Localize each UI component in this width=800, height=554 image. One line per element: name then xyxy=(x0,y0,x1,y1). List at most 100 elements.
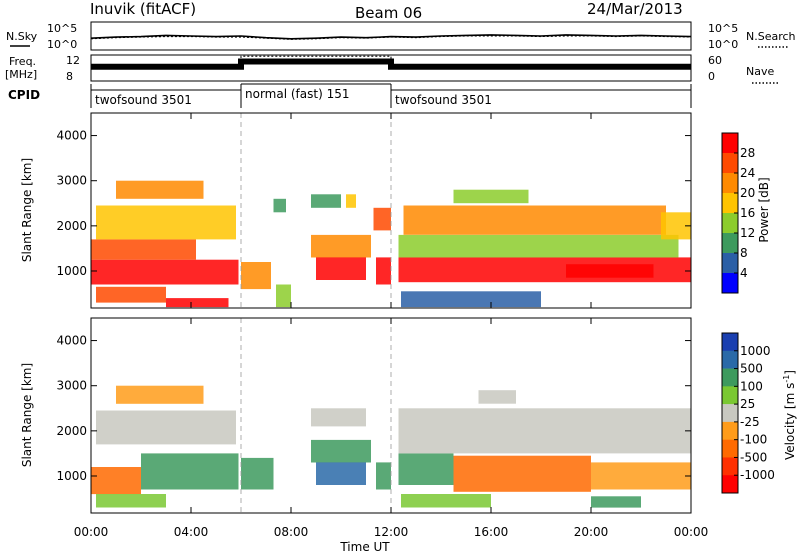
freq-ytick-right-bottom: 0 xyxy=(708,70,715,83)
scatter-region xyxy=(311,439,371,463)
freq-ytick-left-top: 12 xyxy=(66,54,80,67)
colorbar-swatch xyxy=(722,173,738,194)
colorbar-tick-label: 24 xyxy=(740,166,755,180)
xtick-label: 20:00 xyxy=(574,525,609,539)
scatter-region xyxy=(96,286,166,303)
scatter-region xyxy=(96,205,236,240)
xtick-label: 00:00 xyxy=(674,525,709,539)
colorbar-swatch xyxy=(722,368,738,387)
scatter-region xyxy=(398,234,679,258)
station-title: Inuvik (fitACF) xyxy=(90,0,196,18)
colorbar-tick-label: 1000 xyxy=(740,344,771,358)
scatter-region xyxy=(403,205,666,235)
colorbar-tick-label: 25 xyxy=(740,397,755,411)
colorbar-swatch xyxy=(722,153,738,174)
colorbar-swatch xyxy=(722,421,738,440)
noise-panel: N.Sky 10^5 10^0 10^5 10^0 N.Search xyxy=(6,21,796,51)
cpid-panel: CPID twofsound 3501 normal (fast) 151 twof… xyxy=(8,83,692,108)
ytick-label: 3000 xyxy=(56,174,87,188)
ytick-label: 1000 xyxy=(56,264,87,278)
cpid-segment-label: twofsound 3501 xyxy=(395,93,492,107)
colorbar-tick-label: 16 xyxy=(740,206,755,220)
velocity-panel: Slant Range [km] 1000 2000 3000 4000 00:00 0… xyxy=(20,317,797,554)
scatter-region xyxy=(311,234,371,258)
velocity-colorbar-label-sup: -1 xyxy=(782,375,791,383)
noise-ytick-right-top: 10^5 xyxy=(708,22,738,35)
colorbar-tick-label: 20 xyxy=(740,186,755,200)
scatter-region xyxy=(241,457,274,490)
scatter-region xyxy=(478,390,516,404)
scatter-region xyxy=(591,496,641,508)
colorbar-swatch xyxy=(722,273,738,294)
scatter-region xyxy=(373,207,391,231)
colorbar-frame xyxy=(721,332,739,494)
velocity-colorbar-label-end: ] xyxy=(783,370,797,375)
power-ylabel: Slant Range [km] xyxy=(20,158,34,262)
scatter-region xyxy=(316,462,366,485)
cpid-segment-label: normal (fast) 151 xyxy=(245,87,349,101)
scatter-region xyxy=(453,455,591,492)
colorbar-swatch xyxy=(722,439,738,458)
scatter-region xyxy=(311,408,366,427)
freq-series xyxy=(91,58,691,70)
freq-left-unit: [MHz] xyxy=(5,68,37,81)
velocity-colorbar-label: Velocity [m s-1] xyxy=(782,370,797,460)
cpid-label: CPID xyxy=(8,88,40,102)
freq-ytick-right-top: 60 xyxy=(708,54,722,67)
colorbar-swatch xyxy=(722,133,738,154)
ytick-label: 4000 xyxy=(56,334,87,348)
scatter-region xyxy=(276,284,291,308)
cpid-segment-label: twofsound 3501 xyxy=(95,93,192,107)
freq-ytick-left-bottom: 8 xyxy=(66,70,73,83)
colorbar-tick-label: -25 xyxy=(740,415,760,429)
freq-right-label: Nave xyxy=(746,65,774,78)
velocity-xlabel: Time UT xyxy=(339,540,390,554)
noise-ytick-left-top: 10^5 xyxy=(47,22,77,35)
noise-right-label: N.Search xyxy=(746,30,796,43)
colorbar-swatch xyxy=(722,475,738,494)
date-title: 24/Mar/2013 xyxy=(587,0,683,18)
colorbar-tick-label: 500 xyxy=(740,362,763,376)
scatter-region xyxy=(166,298,229,308)
velocity-ylabel: Slant Range [km] xyxy=(20,363,34,467)
scatter-region xyxy=(566,264,654,278)
scatter-region xyxy=(116,385,204,404)
scatter-region xyxy=(401,494,491,508)
xtick-label: 00:00 xyxy=(74,525,109,539)
colorbar-tick-label: 12 xyxy=(740,226,755,240)
scatter-region xyxy=(311,194,341,208)
xtick-label: 16:00 xyxy=(474,525,509,539)
colorbar-tick-label: 4 xyxy=(740,266,748,280)
scatter-region xyxy=(273,198,286,213)
colorbar-tick-label: 100 xyxy=(740,379,763,393)
xtick-label: 08:00 xyxy=(274,525,309,539)
scatter-region xyxy=(141,453,239,490)
scatter-region xyxy=(398,453,454,485)
colorbar-swatch xyxy=(722,386,738,405)
noise-left-label: N.Sky xyxy=(6,30,38,43)
scatter-region xyxy=(453,189,529,204)
scatter-region xyxy=(398,408,691,454)
colorbar-tick-label: 8 xyxy=(740,246,748,260)
scatter-region xyxy=(96,410,236,445)
scatter-region xyxy=(116,180,204,199)
noise-ytick-right-bottom: 10^0 xyxy=(708,38,738,51)
freq-left-label: Freq. xyxy=(9,55,36,68)
scatter-region xyxy=(376,462,391,490)
scatter-region xyxy=(316,257,366,280)
ytick-label: 3000 xyxy=(56,379,87,393)
scatter-region xyxy=(91,467,141,495)
scatter-region xyxy=(91,259,239,285)
colorbar-swatch xyxy=(722,350,738,369)
colorbar-tick-label: -1000 xyxy=(740,468,775,482)
colorbar-swatch xyxy=(722,193,738,214)
ytick-label: 4000 xyxy=(56,129,87,143)
ytick-label: 1000 xyxy=(56,469,87,483)
xtick-label: 12:00 xyxy=(374,525,409,539)
beam-title: Beam 06 xyxy=(355,4,422,22)
scatter-region xyxy=(96,494,166,508)
colorbar-swatch xyxy=(722,404,738,423)
power-panel: Slant Range [km] 1000 2000 3000 4000 28 24 20… xyxy=(20,112,771,309)
velocity-colorbar-label-main: Velocity [m s xyxy=(783,383,797,460)
scatter-region xyxy=(401,291,541,308)
